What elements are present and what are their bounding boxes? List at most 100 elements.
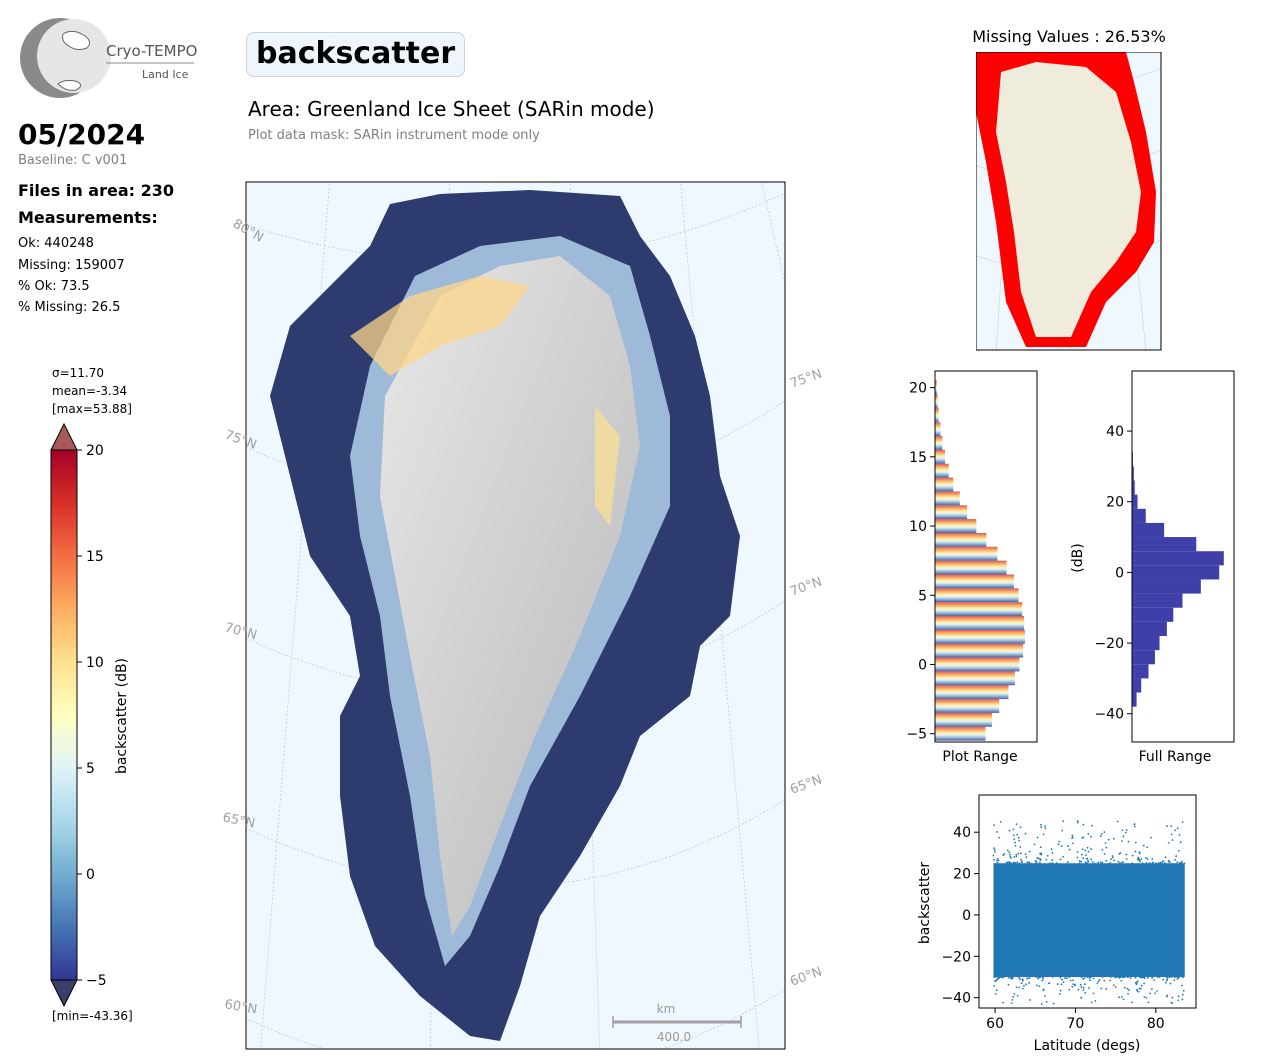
scatter-point <box>1131 1001 1133 1004</box>
missing-title: Missing Values : 26.53% <box>972 27 1166 46</box>
scatter-point <box>1153 979 1156 982</box>
scatter-point <box>1069 979 1072 982</box>
scatter-point <box>997 859 1000 862</box>
scatter-point <box>999 976 1002 979</box>
scatter-ytick-label: 0 <box>962 908 971 924</box>
scatter-point <box>1160 862 1163 865</box>
scatter-point <box>1169 982 1172 985</box>
page-title: backscatter <box>246 32 466 77</box>
missing-land <box>996 62 1141 337</box>
scatter-point <box>1134 850 1137 853</box>
scatter-point <box>1013 841 1016 844</box>
scatter-point <box>1019 978 1022 981</box>
scatter-point <box>1120 979 1123 982</box>
scatter-point <box>1111 855 1114 857</box>
full-range-ylabel: (dB) <box>1070 543 1086 572</box>
scatter-point <box>1136 988 1139 991</box>
scatter-point <box>1131 862 1134 865</box>
scatter-point <box>1015 855 1018 858</box>
hist-bar <box>935 671 1015 686</box>
scatter-point <box>1118 862 1121 864</box>
scatter-point <box>1084 849 1087 852</box>
scatter-ytick-label: −20 <box>941 949 971 965</box>
scatter-point <box>1114 986 1117 989</box>
scatter-point <box>1044 825 1046 828</box>
scatter-point <box>994 851 996 853</box>
scatter-point <box>1076 851 1079 854</box>
scatter-point <box>1006 849 1009 852</box>
scatter-point <box>1090 824 1093 827</box>
scatter-point <box>1019 846 1022 848</box>
scatter-point <box>1145 996 1148 999</box>
scatter-point <box>1174 976 1176 979</box>
scatter-point <box>996 861 999 864</box>
scatter-point <box>1122 976 1124 979</box>
scatter-point <box>1021 861 1023 864</box>
hist-bar <box>935 726 986 741</box>
hist-bar <box>935 629 1025 644</box>
scatter-point <box>1047 982 1050 985</box>
scatter-point <box>1059 976 1062 979</box>
scatter-point <box>1057 843 1060 846</box>
scatter-ytick-label: −40 <box>941 991 971 1007</box>
scatter-point <box>1139 860 1142 863</box>
scatter-point <box>1074 983 1077 986</box>
scatter-point <box>1122 835 1125 838</box>
scatter-point <box>1040 1003 1043 1005</box>
scatter-point <box>1105 859 1108 862</box>
scatter-point <box>994 992 997 995</box>
hist-bar <box>935 408 939 423</box>
scatter-point <box>1129 977 1132 980</box>
scatter-point <box>1080 860 1083 863</box>
hist-bar <box>935 616 1025 630</box>
scatter-point <box>1002 1001 1004 1004</box>
scatter-point <box>1037 857 1040 860</box>
scatter-point <box>1142 844 1145 847</box>
scatter-point <box>1176 827 1179 830</box>
scatter-point <box>1182 989 1185 992</box>
hist-bar <box>935 436 943 450</box>
scatter-point <box>1157 862 1160 864</box>
scatter-point <box>1123 986 1126 989</box>
hist-bar <box>1132 664 1149 679</box>
scatter-point <box>1151 858 1154 861</box>
baseline: Baseline: C v001 <box>18 153 128 168</box>
scatter-point <box>1087 850 1090 853</box>
scatter-point <box>1008 853 1011 856</box>
scatter-point <box>1173 979 1176 982</box>
scatter-point <box>1176 976 1178 978</box>
scatter-point <box>1137 856 1140 859</box>
scatter-point <box>1166 994 1169 997</box>
scatter-point <box>1183 862 1186 865</box>
scatter-point <box>1071 836 1074 839</box>
scatter-point <box>996 978 999 980</box>
scatter-point <box>1118 976 1121 979</box>
scatter-point <box>1143 982 1145 985</box>
cb-sigma: σ=11.70 <box>52 366 105 380</box>
map-lat-label-right: 70°N <box>788 574 824 599</box>
scatter-point <box>997 857 999 860</box>
cb-tick-label: 20 <box>86 443 104 459</box>
scatter-point <box>1112 837 1115 840</box>
scatter-point <box>1086 857 1089 860</box>
scatter-point <box>1084 991 1087 994</box>
scatter-ylabel: backscatter <box>917 862 933 944</box>
scatter-point <box>1049 862 1051 865</box>
scatter-point <box>1116 820 1119 823</box>
scatter-point <box>1071 834 1074 837</box>
hist-bar <box>935 380 937 395</box>
hist-bar <box>1132 650 1155 665</box>
scatter-point <box>1039 859 1042 862</box>
scatter-point <box>993 824 996 827</box>
scatter-point <box>1036 836 1039 839</box>
scatter-point <box>1155 862 1157 865</box>
scatter-point <box>1158 976 1161 978</box>
scatter-point <box>1092 977 1095 980</box>
hist-bar <box>1132 579 1201 594</box>
scatter-point <box>1154 992 1157 995</box>
scatter-point <box>1109 979 1112 982</box>
scatter-point <box>1110 858 1112 860</box>
scatter-point <box>1012 828 1015 831</box>
scatter-point <box>1010 857 1012 859</box>
scatter-point <box>1013 856 1016 858</box>
